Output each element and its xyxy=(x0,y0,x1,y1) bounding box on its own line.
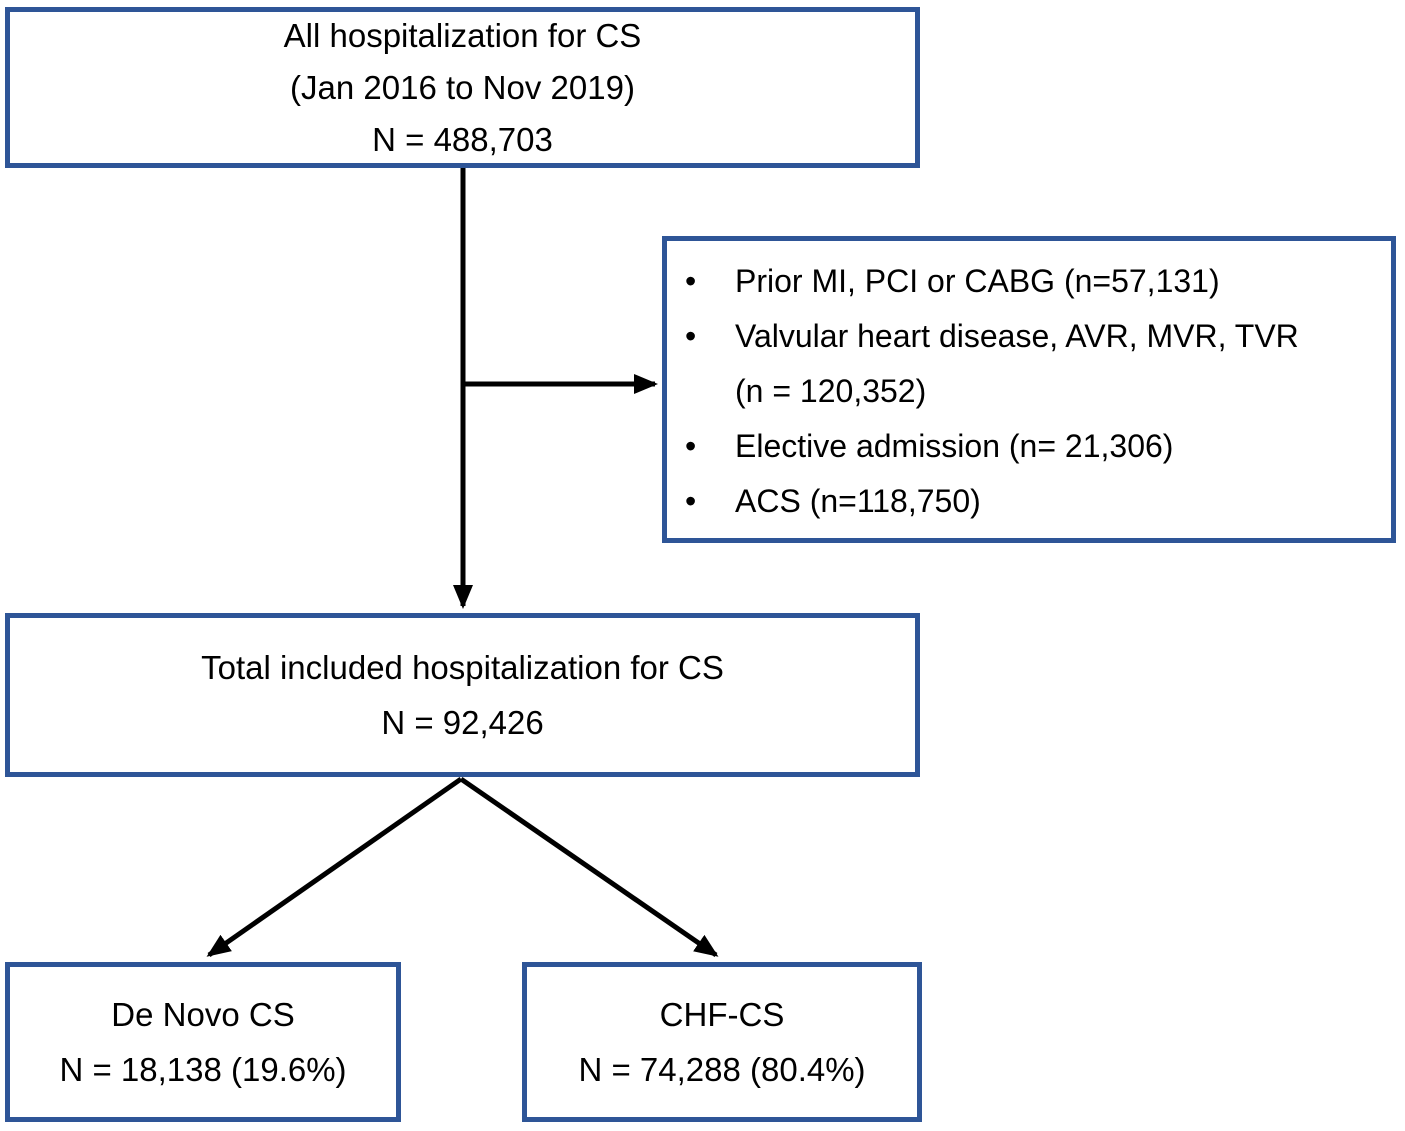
chf-cs-title: CHF-CS xyxy=(659,996,785,1033)
arrow-total-to-denovo xyxy=(206,776,463,958)
exclusion-valvular: Valvular heart disease, AVR, MVR, TVR xyxy=(735,318,1299,354)
box-all-hospitalizations: All hospitalization for CS (Jan 2016 to … xyxy=(5,7,920,168)
box-chf-cs: CHF-CS N = 74,288 (80.4%) xyxy=(522,962,922,1122)
box-de-novo-cs: De Novo CS N = 18,138 (19.6%) xyxy=(5,962,401,1122)
de-novo-count: N = 18,138 (19.6%) xyxy=(59,1051,347,1088)
exclusion-elective: Elective admission (n= 21,306) xyxy=(735,428,1174,464)
box-total-included: Total included hospitalization for CS N … xyxy=(5,613,920,777)
chf-cs-count: N = 74,288 (80.4%) xyxy=(578,1051,866,1088)
exclusion-acs: ACS (n=118,750) xyxy=(735,483,981,519)
de-novo-title: De Novo CS xyxy=(111,996,295,1033)
total-included-title: Total included hospitalization for CS xyxy=(201,649,724,686)
bullet-icon: • xyxy=(685,483,697,519)
bullet-icon: • xyxy=(685,318,697,354)
exclusion-valvular-count: (n = 120,352) xyxy=(735,373,927,409)
exclusion-item: • Valvular heart disease, AVR, MVR, TVR … xyxy=(685,309,1377,419)
bullet-icon: • xyxy=(685,428,697,464)
exclusion-item: • Prior MI, PCI or CABG (n=57,131) xyxy=(685,254,1377,309)
total-included-count: N = 92,426 xyxy=(381,704,544,741)
exclusion-item: • Elective admission (n= 21,306) xyxy=(685,419,1377,474)
box-exclusions: • Prior MI, PCI or CABG (n=57,131) • Val… xyxy=(662,236,1396,543)
exclusion-item: • ACS (n=118,750) xyxy=(685,474,1377,529)
all-hosp-date-range: (Jan 2016 to Nov 2019) xyxy=(290,68,635,106)
all-hosp-title: All hospitalization for CS xyxy=(283,16,642,54)
exclusion-prior-mi: Prior MI, PCI or CABG (n=57,131) xyxy=(735,263,1220,299)
bullet-icon: • xyxy=(685,263,697,299)
arrow-total-to-chf xyxy=(459,776,719,958)
all-hosp-count: N = 488,703 xyxy=(372,120,553,158)
